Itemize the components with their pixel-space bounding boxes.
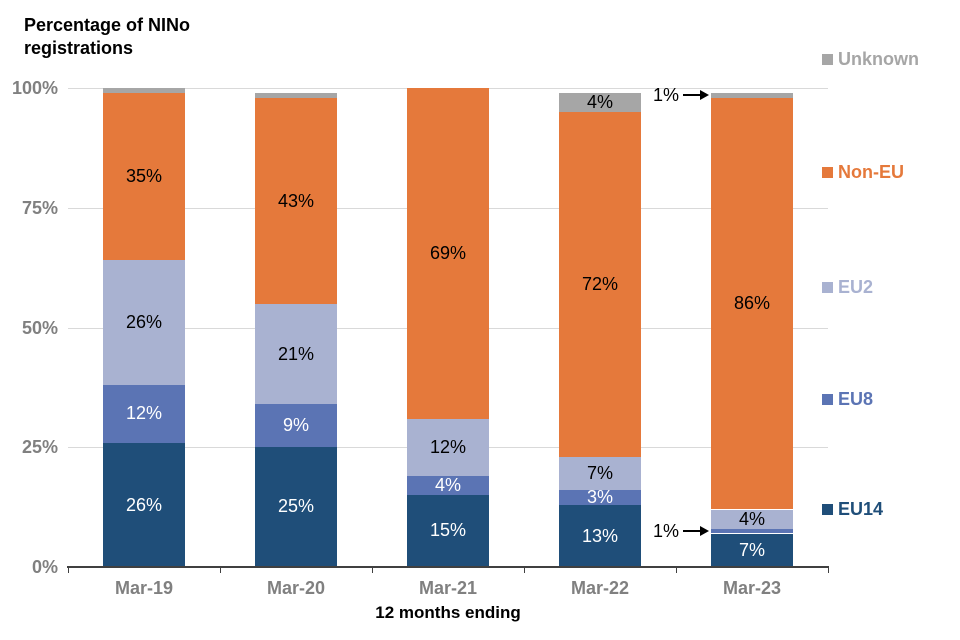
bar-segment-unknown-mar-22: 4% [559,91,641,112]
bar-label-eu14-mar-19: 26% [125,494,163,515]
annotation-arrow-line-unknown [683,94,701,97]
bar-label-eu8-mar-21: 4% [434,475,461,495]
bar-label-non-eu-mar-21: 69% [429,243,467,263]
bar-segment-unknown-mar-23 [711,92,793,98]
bar-segment-eu14-mar-21: 15% [407,495,489,567]
annotation-arrow-head-eu8 [700,526,709,537]
bar-label-eu14-mar-22: 13% [581,525,619,546]
bar-segment-non-eu-mar-21: 69% [407,88,489,419]
bar-label-eu14-mar-21: 15% [429,520,467,541]
x-tick-label: Mar-23 [722,578,782,598]
bar-label-non-eu-mar-22: 72% [581,273,619,294]
bar-segment-non-eu-mar-19: 35% [103,92,185,261]
x-axis-title: 12 months ending [375,603,521,622]
bar-segment-eu2-mar-19: 26% [103,260,185,385]
bar-label-eu8-mar-19: 12% [125,403,163,423]
legend-item-non-eu: Non-EU [822,161,904,183]
x-axis [67,566,829,568]
annotation-arrow-head-unknown [700,90,709,101]
bar-label-eu8-mar-22: 3% [586,487,613,508]
bar-segment-eu8-mar-20: 9% [255,404,337,448]
legend-marker-unknown [822,53,833,65]
annotation-text-eu8: 1% [652,521,679,542]
bar-segment-non-eu-mar-20: 43% [255,97,337,304]
bar-label-eu14-mar-20: 25% [277,496,315,517]
axis-tick [828,567,829,573]
axis-tick [220,567,221,573]
bar-label-eu2-mar-23: 4% [738,508,765,529]
legend-label-eu2: EU2 [838,276,874,297]
annotation-text-unknown: 1% [652,85,679,106]
bar-segment-unknown-mar-19 [103,88,185,93]
bar-segment-non-eu-mar-23: 86% [711,97,793,510]
y-tick-label: 50% [21,317,58,338]
x-tick-label: Mar-19 [114,578,174,598]
y-tick-label: 25% [21,437,58,458]
axis-tick [524,567,525,573]
bar-label-non-eu-mar-23: 86% [733,292,771,313]
legend-item-eu2: EU2 [822,276,873,298]
axis-tick [68,567,69,573]
legend-marker-eu2 [822,281,833,293]
chart-title: Percentage of NINo registrations [24,15,191,58]
bar-segment-eu8-mar-21: 4% [407,475,489,496]
x-tick-label: Mar-22 [570,578,630,598]
bar-label-eu2-mar-19: 26% [125,312,163,333]
legend-label-eu8: EU8 [838,388,874,409]
bar-label-eu8-mar-20: 9% [282,415,309,436]
bar-segment-unknown-mar-20 [255,92,337,98]
axis-tick [372,567,373,573]
legend-item-eu14: EU14 [822,498,883,520]
annotation-arrow-line-eu8 [683,530,701,533]
bar-segment-eu8-mar-23 [711,528,793,534]
bar-segment-eu8-mar-19: 12% [103,385,185,443]
bar-label-unknown-mar-22: 4% [586,91,613,112]
x-tick-label: Mar-21 [418,578,478,598]
legend-label-non-eu: Non-EU [838,161,904,182]
legend-label-unknown: Unknown [838,48,919,69]
bar-segment-eu2-mar-21: 12% [407,418,489,476]
y-tick-label: 0% [31,557,58,577]
bar-segment-eu14-mar-19: 26% [103,442,185,567]
legend-marker-eu8 [822,393,833,405]
bar-segment-non-eu-mar-22: 72% [559,111,641,457]
legend-marker-eu14 [822,503,833,515]
legend-marker-non-eu [822,166,833,178]
bar-label-eu2-mar-22: 7% [586,462,613,483]
bar-label-eu14-mar-23: 7% [738,539,765,560]
bar-segment-eu14-mar-23: 7% [711,533,793,567]
legend-item-unknown: Unknown [822,48,919,70]
bar-label-eu2-mar-21: 12% [429,436,467,457]
bar-segment-eu2-mar-23: 4% [711,508,793,529]
bar-label-non-eu-mar-19: 35% [125,165,163,186]
axis-tick [676,567,677,573]
y-tick-label: 100% [11,78,58,98]
bar-label-eu2-mar-20: 21% [277,343,315,364]
legend-label-eu14: EU14 [838,498,884,519]
bar-segment-eu8-mar-22: 3% [559,487,641,508]
bar-label-non-eu-mar-20: 43% [277,190,315,211]
x-tick-label: Mar-20 [266,578,326,598]
bar-segment-eu14-mar-20: 25% [255,447,337,568]
bar-segment-eu2-mar-20: 21% [255,303,337,405]
y-tick-label: 75% [21,197,58,218]
legend-item-eu8: EU8 [822,388,873,410]
bar-segment-eu14-mar-22: 13% [559,504,641,567]
bar-segment-eu2-mar-22: 7% [559,456,641,491]
